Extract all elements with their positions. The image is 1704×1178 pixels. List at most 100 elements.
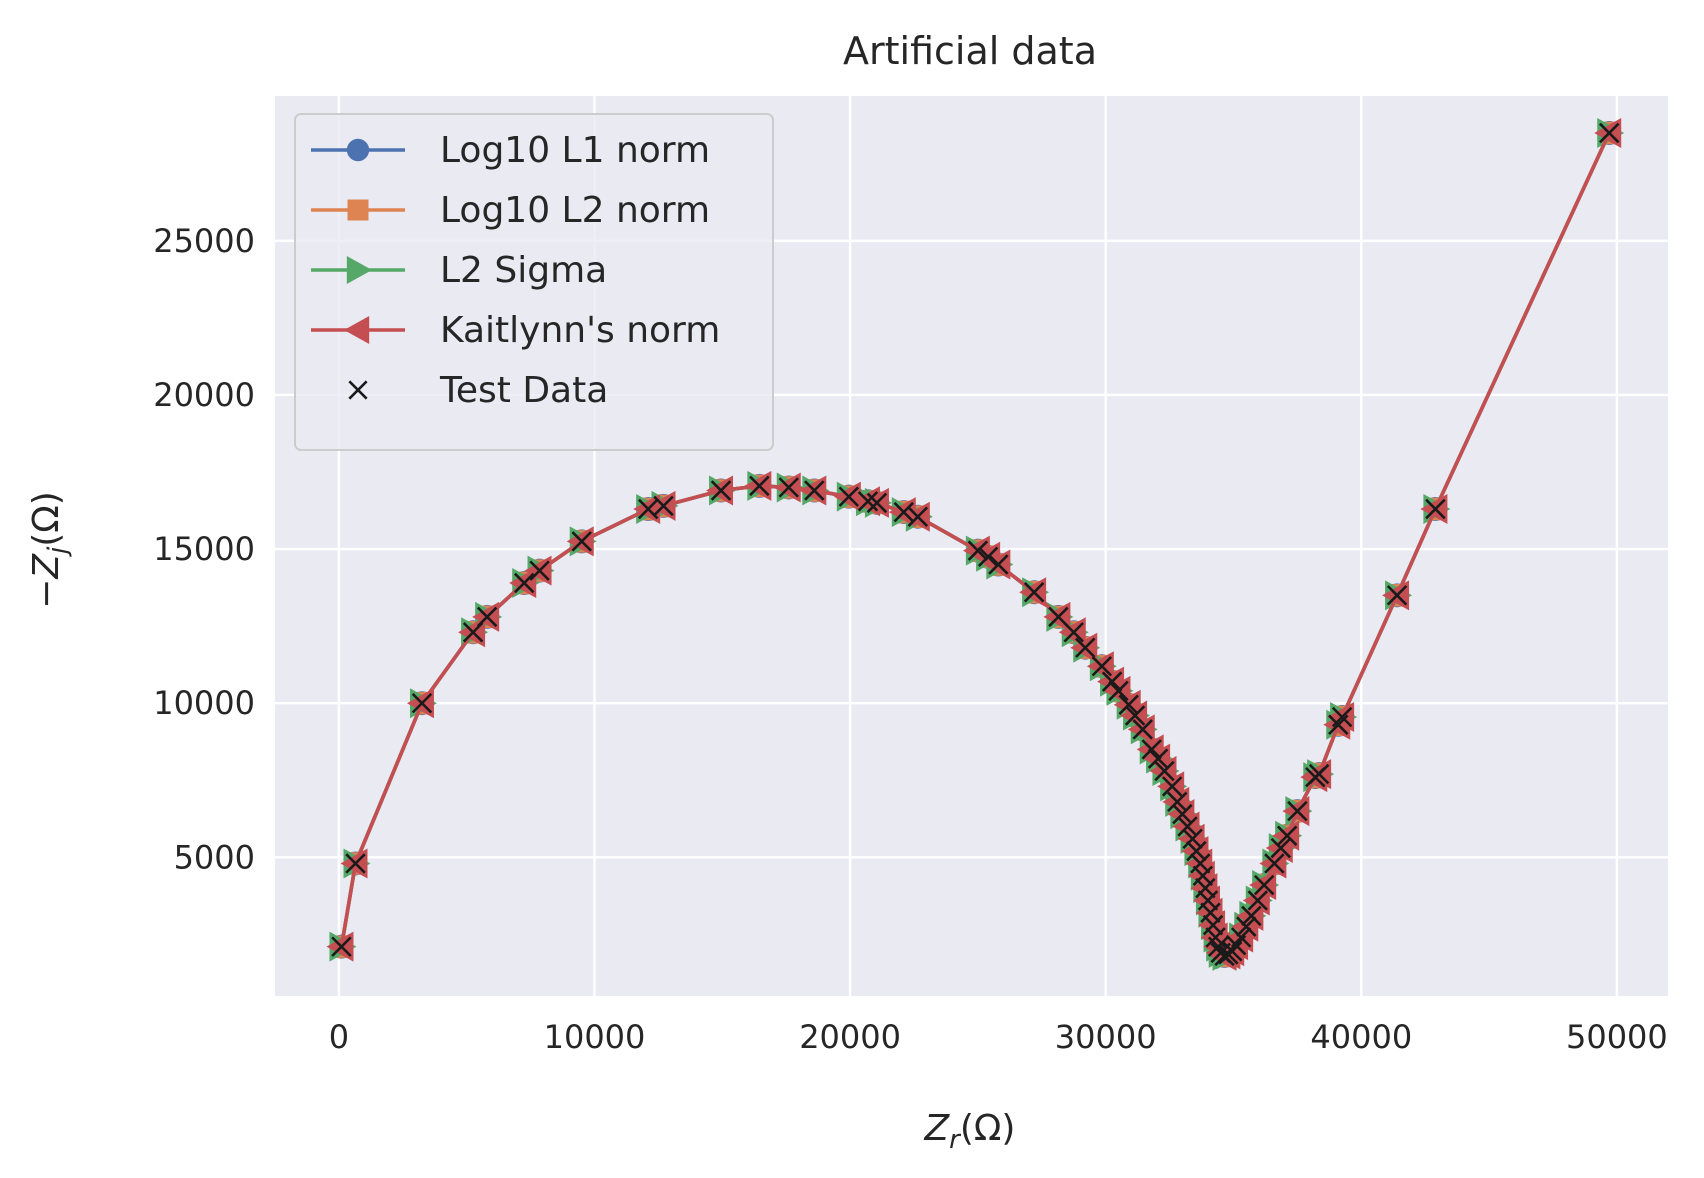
data-point [1167,791,1188,813]
data-point [1192,865,1214,887]
legend-marker [348,380,368,400]
legend-label: Log10 L1 norm [440,130,710,171]
data-point [988,554,1009,575]
legend-items: Log10 L1 norm Log10 L2 norm L2 Sigma Kaitly… [311,130,720,411]
data-point [529,560,550,581]
data-point [1101,671,1123,692]
data-point [1147,748,1169,769]
data-point [1063,622,1084,643]
legend-entry: Test Data [348,370,608,411]
data-point [967,540,989,561]
data-point [1197,890,1219,911]
data-point [1236,916,1257,937]
data-point [1247,890,1268,911]
y-axis-label: −Zj(Ω) [26,491,73,609]
data-point [838,486,860,507]
data-point [710,480,732,501]
legend-label: Kaitlynn's norm [440,310,720,351]
data-point [1386,585,1408,606]
legend-marker [346,138,370,162]
data-point [571,531,592,552]
data-point [907,506,929,527]
x-axis-label: Zr(Ω) [924,1108,1016,1155]
y-tick-label: 10000 [153,684,255,722]
data-point [1023,582,1045,603]
y-axis-label-prefix: − [26,579,67,609]
legend-frame [294,113,774,451]
data-point [1230,927,1252,948]
data-point [1331,706,1353,728]
legend-entry: Log10 L1 norm [311,130,710,171]
data-point [1182,828,1203,850]
legend-label: Test Data [439,370,608,411]
data-point [1195,877,1216,899]
x-tick-label: 10000 [544,1018,646,1056]
data-point [411,692,433,714]
x-tick-label: 20000 [799,1018,901,1056]
x-axis-label-base: Z [924,1108,951,1149]
data-point [1276,825,1298,846]
data-point [1075,637,1096,658]
y-tick-label: 20000 [153,376,255,414]
series-x [331,122,1620,967]
data-point [778,477,799,498]
data-point [857,491,879,512]
data-point [1172,803,1193,825]
data-point [1132,719,1153,740]
y-tick-label: 15000 [153,530,255,568]
chart-title: Artificial data [843,29,1097,73]
data-point [1141,739,1162,760]
data-point [476,606,498,628]
data-point [1598,122,1620,144]
data-point [345,853,366,874]
y-tick-label: 25000 [153,222,255,260]
data-point [1200,902,1221,924]
legend-marker [347,199,369,221]
data-point [1425,498,1446,520]
data-point [1124,705,1146,726]
legend-marker [344,316,370,344]
grid-lines [275,96,1668,996]
data-point [1154,760,1175,782]
data-point [1202,914,1224,936]
x-tick-label: 50000 [1566,1018,1668,1056]
data-point [1207,936,1229,957]
data-point [977,546,999,568]
data-point [804,480,825,501]
data-point [1270,837,1291,859]
tick-labels: 0 10000 20000 30000 40000 50000 5000 10000 15000… [153,222,1668,1056]
data-point [1091,655,1113,677]
data-point [1221,941,1243,962]
legend-entry: Kaitlynn's norm [311,310,720,351]
y-tick-label: 5000 [174,838,255,876]
data-point [653,495,674,517]
data-point [513,572,535,594]
x-tick-label: 30000 [1055,1018,1157,1056]
series-layer [326,117,1625,971]
data-point [1177,816,1198,837]
data-point [1308,763,1330,785]
data-point [1253,874,1275,896]
legend-label: Log10 L2 norm [440,190,710,231]
data-point [1287,800,1308,822]
legend-marker [346,256,372,284]
data-point [331,936,352,957]
legend-label: L2 Sigma [440,250,607,291]
y-axis-label-unit: (Ω) [26,491,67,547]
data-point [866,492,888,514]
legend: Log10 L1 norm Log10 L2 norm L2 Sigma Kaitly… [294,113,774,451]
y-axis-label-base: Z [26,553,67,580]
y-axis-label-sub: j [43,546,73,557]
x-tick-label: 40000 [1310,1018,1412,1056]
x-axis-label-sub: r [949,1125,962,1155]
data-point [1161,776,1183,797]
data-point [749,475,770,497]
x-axis-label-unit: (Ω) [960,1108,1016,1149]
data-point [1264,853,1285,874]
data-point [1241,905,1262,927]
legend-entry: Log10 L2 norm [311,190,710,231]
x-tick-label: 0 [329,1018,349,1056]
data-point [1190,853,1211,874]
